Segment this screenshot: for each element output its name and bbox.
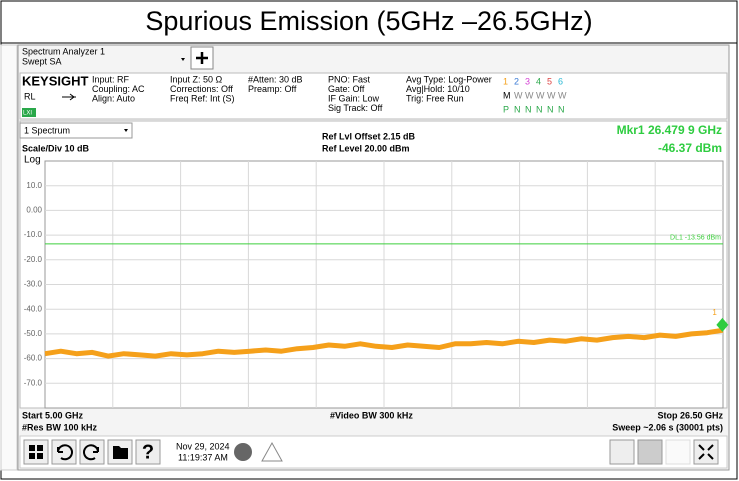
trace-number: 4 bbox=[536, 76, 541, 86]
marker-amp: -46.37 dBm bbox=[658, 141, 722, 155]
trace-detector: N bbox=[558, 104, 565, 114]
log: Log bbox=[24, 155, 41, 166]
setting: Trig: Free Run bbox=[406, 93, 464, 103]
trace-number: 5 bbox=[547, 76, 552, 86]
setting: Input Z: 50 Ω bbox=[170, 74, 223, 84]
scale: Scale/Div 10 dB bbox=[22, 143, 90, 153]
plus-icon bbox=[196, 52, 208, 64]
setting: IF Gain: Low bbox=[328, 93, 380, 103]
fullscreen-button[interactable] bbox=[693, 439, 719, 465]
y-tick-label: -40.0 bbox=[24, 304, 43, 313]
marker bbox=[716, 317, 729, 332]
window-mode: Swept SA bbox=[22, 56, 62, 66]
trace-number: 3 bbox=[525, 76, 530, 86]
setting: PNO: Fast bbox=[328, 74, 371, 84]
layout-button[interactable] bbox=[665, 439, 691, 465]
setting: Align: Auto bbox=[92, 93, 135, 103]
trace-detector: N bbox=[547, 104, 554, 114]
setting: Sig Track: Off bbox=[328, 103, 383, 113]
trace-number: 6 bbox=[558, 76, 563, 86]
trace-number: 1 bbox=[503, 76, 508, 86]
y-tick-label: -50.0 bbox=[24, 329, 43, 338]
title: Spurious Emission (5GHz –26.5GHz) bbox=[145, 6, 592, 36]
setting: #Atten: 30 dB bbox=[248, 74, 303, 84]
undo-icon bbox=[57, 444, 73, 461]
view: 1 Spectrum bbox=[24, 125, 70, 135]
help-icon: ? bbox=[142, 441, 154, 463]
trace-mode: W bbox=[558, 90, 567, 100]
marker-label: 1 bbox=[712, 308, 717, 317]
info-bar bbox=[19, 72, 728, 120]
trace-mode: W bbox=[525, 90, 534, 100]
message-icon[interactable] bbox=[234, 443, 252, 461]
touch-button[interactable] bbox=[637, 439, 663, 465]
trace-detector: N bbox=[525, 104, 532, 114]
y-tick-label: -60.0 bbox=[24, 354, 43, 363]
fullscreen-icon bbox=[698, 444, 714, 460]
trace-detector: N bbox=[514, 104, 521, 114]
trace-mode: W bbox=[536, 90, 545, 100]
trace-detector: N bbox=[536, 104, 543, 114]
y-tick-label: 0.00 bbox=[26, 206, 42, 215]
display-line-label: DL1 -13.56 dBm bbox=[670, 235, 721, 242]
trace-mode: M bbox=[503, 90, 511, 100]
time: 11:19:37 AM bbox=[178, 452, 228, 462]
y-tick-label: -30.0 bbox=[24, 280, 43, 289]
redo-icon bbox=[83, 444, 99, 461]
marker-freq: Mkr1 26.479 9 GHz bbox=[617, 123, 722, 137]
setting: Avg|Hold: 10/10 bbox=[406, 84, 470, 94]
trace-detector: P bbox=[503, 104, 509, 114]
setting: Preamp: Off bbox=[248, 84, 297, 94]
setting: Freq Ref: Int (S) bbox=[170, 93, 235, 103]
dropdown-arrow bbox=[181, 58, 185, 61]
y-tick-label: -10.0 bbox=[24, 230, 43, 239]
ref-offset: Ref Lvl Offset 2.15 dB bbox=[322, 131, 416, 141]
rbw: #Res BW 100 kHz bbox=[22, 422, 98, 432]
trace-mode: W bbox=[547, 90, 556, 100]
stop: Stop 26.50 GHz bbox=[657, 410, 723, 420]
setting: Coupling: AC bbox=[92, 84, 145, 94]
taskbar-icons: ? bbox=[23, 439, 719, 465]
window-name: Spectrum Analyzer 1 bbox=[22, 46, 105, 56]
setting: Avg Type: Log-Power bbox=[406, 74, 492, 84]
setting: Gate: Off bbox=[328, 84, 365, 94]
help-button[interactable] bbox=[135, 439, 161, 465]
folder-icon bbox=[113, 446, 128, 459]
lxi: LXI bbox=[23, 111, 32, 117]
y-tick-label: -70.0 bbox=[24, 378, 43, 387]
windows-icon bbox=[29, 445, 43, 459]
trace-mode: W bbox=[514, 90, 523, 100]
setting: Corrections: Off bbox=[170, 84, 233, 94]
rl: RL bbox=[24, 91, 36, 101]
input-icon bbox=[62, 93, 76, 101]
y-tick-label: 10.0 bbox=[26, 181, 42, 190]
ref-level: Ref Level 20.00 dBm bbox=[322, 143, 410, 153]
y-tick-label: -20.0 bbox=[24, 255, 43, 264]
setting: Input: RF bbox=[92, 74, 130, 84]
view-select[interactable] bbox=[19, 122, 133, 139]
sweep: Sweep ~2.06 s (30001 pts) bbox=[612, 422, 723, 432]
trace bbox=[44, 327, 724, 359]
alert-icon[interactable] bbox=[261, 441, 283, 462]
side-window bbox=[0, 44, 18, 471]
keypad-button[interactable] bbox=[609, 439, 635, 465]
brand: KEYSIGHT bbox=[22, 73, 89, 88]
windows-button[interactable] bbox=[23, 439, 49, 465]
start: Start 5.00 GHz bbox=[22, 410, 84, 420]
vbw: #Video BW 300 kHz bbox=[330, 410, 413, 420]
date: Nov 29, 2024 bbox=[176, 441, 230, 451]
dropdown-arrow bbox=[124, 129, 128, 132]
lxi-badge bbox=[22, 108, 36, 117]
trace-number: 2 bbox=[514, 76, 519, 86]
